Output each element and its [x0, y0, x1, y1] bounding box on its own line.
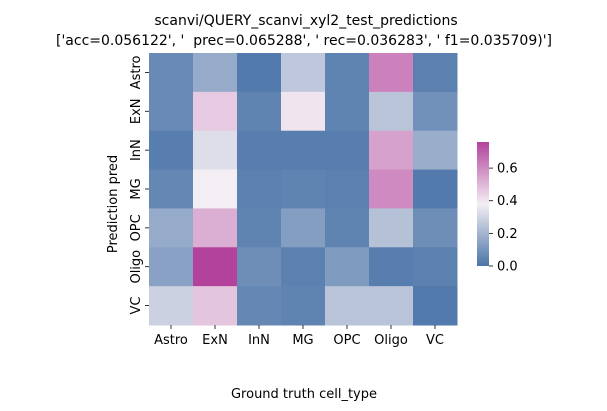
y-axis-label: Prediction pred: [106, 155, 121, 253]
x-tick-label: InN: [248, 333, 270, 348]
heatmap-cell-astro-mg: [281, 53, 326, 93]
heatmap-cell-vc-astro: [149, 286, 194, 326]
heatmap-cell-oligo-vc: [413, 247, 458, 287]
heatmap-cell-oligo-inn: [237, 247, 282, 287]
heatmap-cell-mg-inn: [237, 169, 282, 209]
chart-subtitle: ['acc=0.056122', ' prec=0.065288', ' rec…: [56, 33, 552, 49]
heatmap-cell-oligo-exn: [193, 247, 238, 287]
heatmap-cell-opc-inn: [237, 208, 282, 248]
colorbar-tick-label: 0.2: [497, 227, 518, 242]
heatmap-cell-inn-oligo: [369, 130, 414, 171]
heatmap-cell-astro-astro: [149, 53, 194, 93]
heatmap-cell-exn-exn: [193, 91, 238, 132]
heatmap-cell-vc-oligo: [369, 286, 414, 326]
heatmap-cell-vc-exn: [193, 286, 238, 326]
heatmap-cell-inn-exn: [193, 130, 238, 171]
heatmap-cell-inn-astro: [149, 130, 194, 171]
heatmap-cells: [149, 53, 458, 326]
y-axis-ticks: Astro ExN InN MG OPC Oligo VC: [129, 55, 149, 315]
x-tick-label: MG: [292, 333, 313, 348]
colorbar-tick-label: 0.6: [497, 162, 518, 177]
y-tick-label: Astro: [129, 55, 144, 89]
colorbar-tick-label: 0.4: [497, 194, 518, 209]
x-tick-label: VC: [426, 333, 444, 348]
heatmap-cell-astro-oligo: [369, 53, 414, 93]
heatmap-cell-exn-mg: [281, 91, 326, 132]
heatmap-cell-inn-vc: [413, 130, 458, 171]
heatmap-cell-vc-vc: [413, 286, 458, 326]
heatmap-cell-oligo-astro: [149, 247, 194, 287]
heatmap-cell-astro-opc: [325, 53, 370, 93]
y-tick-label: MG: [129, 178, 144, 199]
heatmap-cell-opc-exn: [193, 208, 238, 248]
y-tick-label: OPC: [129, 214, 144, 241]
y-tick-label: VC: [129, 297, 144, 315]
heatmap-cell-mg-exn: [193, 169, 238, 209]
heatmap-cell-astro-vc: [413, 53, 458, 93]
chart-title: scanvi/QUERY_scanvi_xyl2_test_prediction…: [154, 13, 457, 29]
heatmap-cell-oligo-opc: [325, 247, 370, 287]
x-axis-ticks: Astro ExN InN MG OPC Oligo VC: [154, 324, 444, 348]
heatmap-cell-oligo-mg: [281, 247, 326, 287]
heatmap-cell-exn-opc: [325, 91, 370, 132]
x-tick-label: Astro: [154, 333, 188, 348]
y-tick-label: ExN: [129, 98, 144, 124]
heatmap-cell-oligo-oligo: [369, 247, 414, 287]
heatmap-cell-opc-astro: [149, 208, 194, 248]
heatmap-cell-vc-mg: [281, 286, 326, 326]
heatmap-cell-mg-mg: [281, 169, 326, 209]
heatmap-cell-mg-opc: [325, 169, 370, 209]
x-axis-label: Ground truth cell_type: [231, 387, 377, 402]
x-tick-label: ExN: [202, 333, 228, 348]
heatmap-cell-inn-opc: [325, 130, 370, 171]
heatmap-cell-opc-oligo: [369, 208, 414, 248]
y-tick-label: InN: [129, 139, 144, 161]
heatmap-cell-opc-vc: [413, 208, 458, 248]
colorbar-tick-label: 0.0: [497, 260, 518, 275]
y-tick-label: Oligo: [129, 250, 144, 284]
x-tick-label: Oligo: [374, 333, 408, 348]
x-tick-label: OPC: [333, 333, 360, 348]
heatmap-cell-vc-opc: [325, 286, 370, 326]
heatmap-cell-opc-opc: [325, 208, 370, 248]
heatmap-cell-exn-oligo: [369, 91, 414, 132]
heatmap-cell-exn-inn: [237, 91, 282, 132]
heatmap-cell-inn-inn: [237, 130, 282, 171]
heatmap-cell-exn-vc: [413, 91, 458, 132]
heatmap-cell-vc-inn: [237, 286, 282, 326]
heatmap-cell-opc-mg: [281, 208, 326, 248]
heatmap-cell-mg-astro: [149, 169, 194, 209]
colorbar: [477, 142, 489, 266]
colorbar-ticks: 0.0 0.2 0.4 0.6: [489, 162, 518, 275]
heatmap-cell-inn-mg: [281, 130, 326, 171]
heatmap-cell-mg-vc: [413, 169, 458, 209]
heatmap-cell-astro-inn: [237, 53, 282, 93]
heatmap-cell-astro-exn: [193, 53, 238, 93]
heatmap-cell-exn-astro: [149, 91, 194, 132]
heatmap-cell-mg-oligo: [369, 169, 414, 209]
